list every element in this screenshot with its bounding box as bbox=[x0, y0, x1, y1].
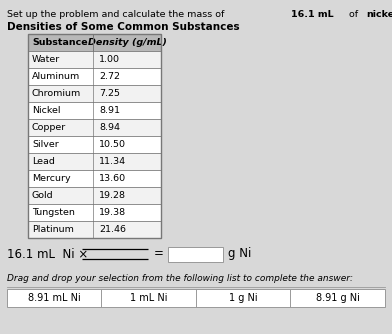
Bar bbox=[28, 51, 161, 68]
Text: Gold: Gold bbox=[32, 191, 54, 200]
Bar bbox=[28, 187, 161, 204]
Text: Silver: Silver bbox=[32, 140, 59, 149]
Text: Nickel: Nickel bbox=[32, 106, 60, 115]
Text: =: = bbox=[154, 247, 164, 261]
Text: 16.1 mL  Ni ×: 16.1 mL Ni × bbox=[7, 247, 88, 261]
Text: Drag and drop your selection from the following list to complete the answer:: Drag and drop your selection from the fo… bbox=[7, 274, 353, 283]
Text: nickel: nickel bbox=[366, 10, 392, 19]
Text: Chromium: Chromium bbox=[32, 89, 81, 98]
Bar bbox=[28, 34, 161, 238]
Bar bbox=[28, 204, 161, 221]
Text: g Ni: g Ni bbox=[228, 247, 251, 261]
Bar bbox=[28, 34, 161, 51]
Text: 21.46: 21.46 bbox=[99, 225, 126, 234]
Text: 1 g Ni: 1 g Ni bbox=[229, 293, 258, 303]
Text: Aluminum: Aluminum bbox=[32, 72, 80, 81]
Text: of: of bbox=[347, 10, 361, 19]
Text: Density (g/mL): Density (g/mL) bbox=[87, 38, 167, 47]
Text: 8.91 g Ni: 8.91 g Ni bbox=[316, 293, 360, 303]
Text: Lead: Lead bbox=[32, 157, 55, 166]
Text: Tungsten: Tungsten bbox=[32, 208, 75, 217]
Bar bbox=[28, 221, 161, 238]
Bar bbox=[28, 153, 161, 170]
Text: Platinum: Platinum bbox=[32, 225, 74, 234]
Bar bbox=[28, 136, 161, 153]
Text: 19.28: 19.28 bbox=[99, 191, 126, 200]
Text: 8.91 mL Ni: 8.91 mL Ni bbox=[28, 293, 81, 303]
Text: Mercury: Mercury bbox=[32, 174, 71, 183]
Bar bbox=[7, 289, 385, 307]
Text: 7.25: 7.25 bbox=[99, 89, 120, 98]
Text: 8.94: 8.94 bbox=[99, 123, 120, 132]
Bar bbox=[28, 102, 161, 119]
Bar bbox=[28, 119, 161, 136]
Text: Copper: Copper bbox=[32, 123, 66, 132]
Text: 11.34: 11.34 bbox=[99, 157, 126, 166]
Text: Water: Water bbox=[32, 55, 60, 64]
Text: 2.72: 2.72 bbox=[99, 72, 120, 81]
Text: Densities of Some Common Substances: Densities of Some Common Substances bbox=[7, 22, 240, 32]
Text: 1 mL Ni: 1 mL Ni bbox=[130, 293, 167, 303]
Bar bbox=[28, 85, 161, 102]
Text: Substance: Substance bbox=[33, 38, 88, 47]
Text: 1.00: 1.00 bbox=[99, 55, 120, 64]
Text: Set up the problem and calculate the mass of: Set up the problem and calculate the mas… bbox=[7, 10, 227, 19]
Text: 19.38: 19.38 bbox=[99, 208, 126, 217]
Text: 8.91: 8.91 bbox=[99, 106, 120, 115]
Text: 16.1 mL: 16.1 mL bbox=[291, 10, 334, 19]
Text: 10.50: 10.50 bbox=[99, 140, 126, 149]
Bar bbox=[28, 170, 161, 187]
Bar bbox=[28, 68, 161, 85]
Text: 13.60: 13.60 bbox=[99, 174, 126, 183]
Bar bbox=[168, 246, 223, 262]
